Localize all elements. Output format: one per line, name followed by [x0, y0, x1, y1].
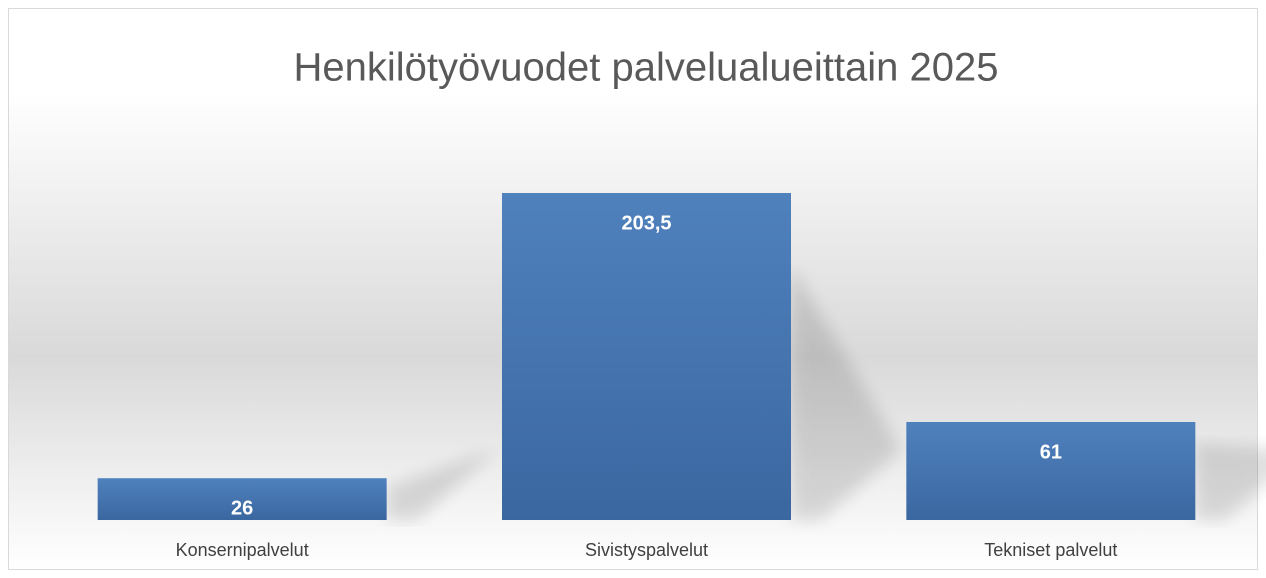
bar-shadow	[386, 450, 497, 520]
bar-shadow	[791, 264, 901, 520]
x-tick-label: Sivistyspalvelut	[585, 540, 708, 560]
data-label: 203,5	[621, 212, 671, 234]
x-tick-label: Konsernipalvelut	[176, 540, 309, 560]
bar	[906, 421, 1196, 520]
chart-title: Henkilötyövuodet palvelualueittain 2025	[294, 46, 999, 90]
bar	[502, 193, 791, 520]
bar	[97, 478, 387, 520]
bar-shadow	[1195, 443, 1266, 520]
data-label: 61	[1040, 441, 1062, 463]
x-tick-label: Tekniset palvelut	[984, 540, 1117, 560]
data-label: 26	[231, 498, 253, 520]
